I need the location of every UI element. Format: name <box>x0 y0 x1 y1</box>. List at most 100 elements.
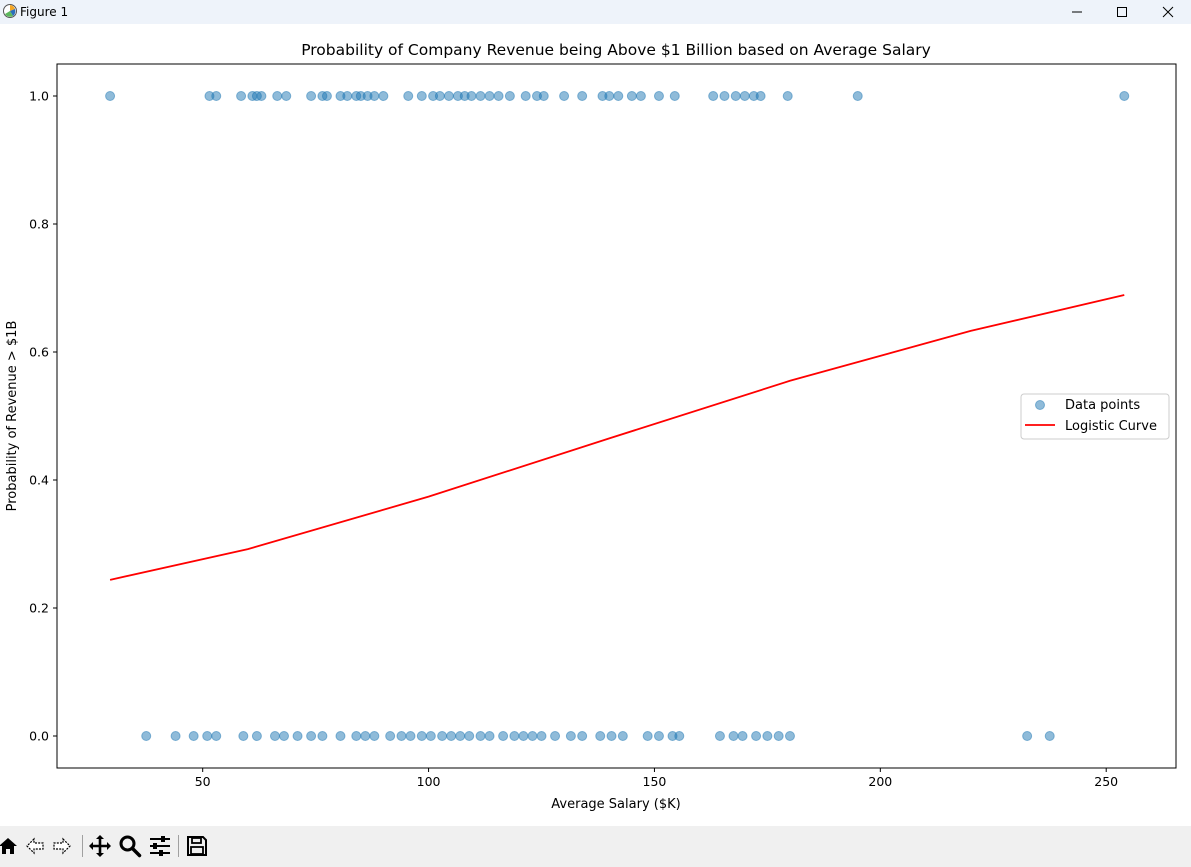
data-point <box>416 91 427 101</box>
minimize-button[interactable] <box>1054 0 1100 24</box>
maximize-icon <box>1117 7 1127 17</box>
data-point <box>730 91 741 101</box>
data-point <box>434 91 445 101</box>
data-point <box>626 91 637 101</box>
zoom-button[interactable] <box>118 834 142 858</box>
configure-subplots-icon <box>150 836 170 856</box>
data-point <box>378 91 389 101</box>
data-point <box>342 91 353 101</box>
data-point <box>739 91 750 101</box>
data-point <box>396 731 407 741</box>
data-point <box>509 731 520 741</box>
data-point <box>852 91 863 101</box>
data-point <box>773 731 784 741</box>
data-point <box>188 731 199 741</box>
configure-subplots-button[interactable] <box>148 834 172 858</box>
window-titlebar: Figure 1 <box>0 0 1191 24</box>
data-point <box>141 731 152 741</box>
x-tick-label: 250 <box>1094 774 1118 789</box>
data-point <box>437 731 448 741</box>
data-point <box>604 91 615 101</box>
home-icon <box>0 838 17 854</box>
data-point <box>360 731 371 741</box>
pan-button[interactable] <box>88 834 112 858</box>
y-tick-label: 0.4 <box>29 473 49 488</box>
y-tick-label: 1.0 <box>29 89 49 104</box>
close-button[interactable] <box>1145 0 1191 24</box>
data-point <box>202 731 213 741</box>
x-tick-label: 200 <box>868 774 892 789</box>
figure-canvas: 50 100 150 200 250 0.0 0.2 0.4 0.6 0.8 1.0 Probabi… <box>0 24 1191 826</box>
legend-label-data-points: Data points <box>1065 398 1140 413</box>
data-point <box>538 91 549 101</box>
minimize-icon <box>1072 11 1082 13</box>
data-point <box>719 91 730 101</box>
legend: Data points Logistic Curve <box>1020 393 1170 440</box>
data-point <box>669 91 680 101</box>
x-tick-label: 100 <box>417 774 441 789</box>
data-point <box>577 91 588 101</box>
back-button[interactable] <box>23 834 47 858</box>
data-point <box>403 91 414 101</box>
data-point <box>211 731 222 741</box>
data-point <box>385 731 396 741</box>
chart: 50 100 150 200 250 0.0 0.2 0.4 0.6 0.8 1.0 Probabi… <box>5 41 1177 812</box>
home-button[interactable] <box>0 834 20 858</box>
data-point <box>714 731 725 741</box>
data-point <box>405 731 416 741</box>
toolbar-separator <box>178 835 179 857</box>
data-point <box>292 731 303 741</box>
data-point <box>256 91 267 101</box>
data-point <box>782 91 793 101</box>
y-tick-label: 0.8 <box>29 217 49 232</box>
maximize-button[interactable] <box>1099 0 1145 24</box>
data-point <box>466 91 477 101</box>
data-point <box>565 731 576 741</box>
data-point <box>737 731 748 741</box>
data-point <box>755 91 766 101</box>
data-point <box>475 91 486 101</box>
pan-icon <box>89 835 111 857</box>
legend-label-logistic-curve: Logistic Curve <box>1065 419 1157 434</box>
data-point <box>105 91 116 101</box>
data-point <box>762 731 773 741</box>
data-point <box>446 731 457 741</box>
data-point <box>708 91 719 101</box>
data-point <box>455 731 466 741</box>
data-point <box>518 731 529 741</box>
data-point <box>559 91 570 101</box>
y-tick-label: 0.6 <box>29 345 49 360</box>
data-point <box>335 731 346 741</box>
data-point <box>321 91 332 101</box>
data-point <box>425 731 436 741</box>
data-point <box>1022 731 1033 741</box>
data-point <box>484 731 495 741</box>
matplotlib-icon <box>3 4 17 18</box>
data-point <box>653 731 664 741</box>
data-point <box>617 731 628 741</box>
x-tick-label: 50 <box>195 774 211 789</box>
y-axis-label: Probability of Revenue > $1B <box>5 321 20 512</box>
data-point <box>238 731 249 741</box>
data-point <box>728 731 739 741</box>
forward-icon <box>53 837 71 855</box>
data-point <box>281 91 292 101</box>
data-point <box>595 731 606 741</box>
data-point <box>416 731 427 741</box>
x-axis-label: Average Salary ($K) <box>551 797 680 812</box>
data-point <box>674 731 685 741</box>
data-point <box>606 731 617 741</box>
close-icon <box>1162 6 1174 18</box>
logistic-curve-line <box>109 294 1125 581</box>
data-point <box>272 91 283 101</box>
save-button[interactable] <box>185 834 209 858</box>
save-icon <box>187 836 207 856</box>
plot-area-frame <box>56 63 1177 769</box>
forward-button[interactable] <box>50 834 74 858</box>
data-point <box>504 91 515 101</box>
data-point <box>635 91 646 101</box>
data-point <box>653 91 664 101</box>
data-point <box>211 91 222 101</box>
zoom-icon <box>119 835 142 858</box>
data-point <box>536 731 547 741</box>
